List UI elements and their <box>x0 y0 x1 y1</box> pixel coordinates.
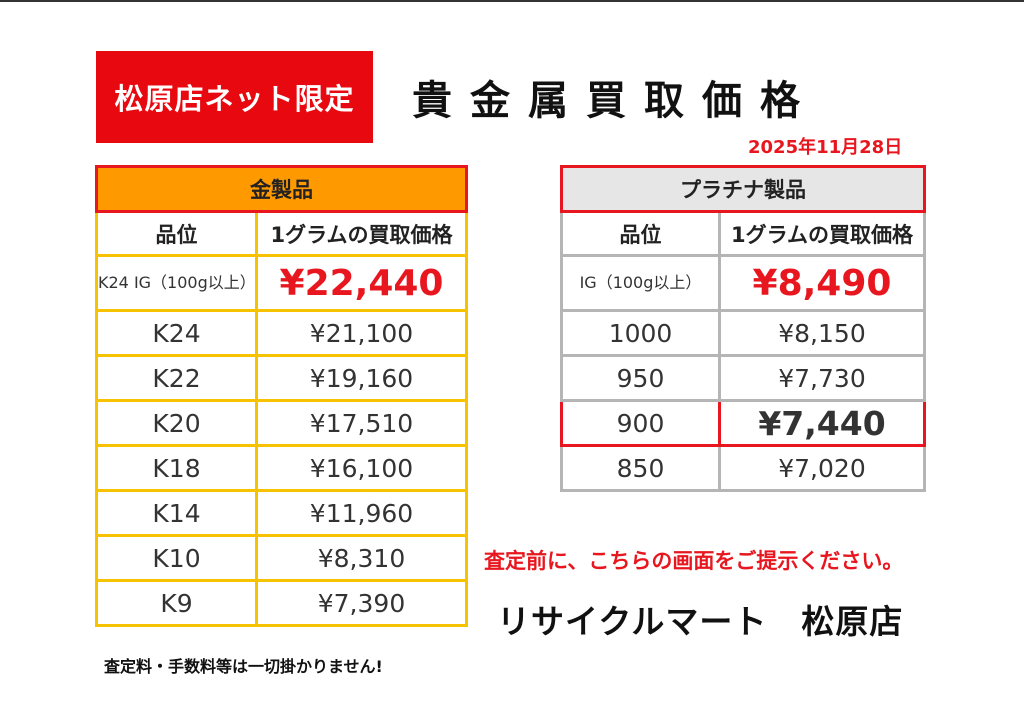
no-fee-note: 査定料・手数料等は一切掛かりません! <box>104 657 383 676</box>
store-name: リサイクルマート 松原店 <box>497 602 904 641</box>
gold-price: ¥11,960 <box>255 489 468 537</box>
gold-grade: K20 <box>95 399 258 447</box>
table-row: 900 ¥7,440 <box>560 399 926 447</box>
gold-price: ¥16,100 <box>255 444 468 492</box>
gold-grade: K18 <box>95 444 258 492</box>
platinum-grade: 950 <box>560 354 721 402</box>
gold-grade: K22 <box>95 354 258 402</box>
show-screen-notice: 査定前に、こちらの画面をご提示ください。 <box>484 549 904 573</box>
gold-col-price: 1グラムの買取価格 <box>255 210 468 257</box>
gold-table-header: 金製品 <box>95 165 468 213</box>
platinum-feature-grade: IG（100g以上） <box>560 254 721 312</box>
platinum-grade: 1000 <box>560 309 721 357</box>
gold-col-grade: 品位 <box>95 210 258 257</box>
table-row: 850 ¥7,020 <box>560 444 926 492</box>
gold-grade: K9 <box>95 579 258 627</box>
limited-offer-badge: 松原店ネット限定 <box>96 51 373 143</box>
platinum-col-price: 1グラムの買取価格 <box>718 210 926 257</box>
gold-price: ¥19,160 <box>255 354 468 402</box>
table-row: K14 ¥11,960 <box>95 489 468 537</box>
platinum-grade: 900 <box>560 399 721 447</box>
price-date: 2025年11月28日 <box>748 137 903 158</box>
gold-grade: K10 <box>95 534 258 582</box>
gold-price: ¥7,390 <box>255 579 468 627</box>
top-border-line <box>0 0 1024 2</box>
gold-feature-grade: K24 IG（100g以上） <box>95 254 258 312</box>
table-row: K22 ¥19,160 <box>95 354 468 402</box>
platinum-price-table: プラチナ製品 品位 1グラムの買取価格 IG（100g以上） ¥8,490 10… <box>560 165 926 492</box>
table-row: K10 ¥8,310 <box>95 534 468 582</box>
platinum-table-header: プラチナ製品 <box>560 165 926 213</box>
platinum-price: ¥7,440 <box>718 399 926 447</box>
gold-grade: K24 <box>95 309 258 357</box>
platinum-price: ¥8,150 <box>718 309 926 357</box>
platinum-price: ¥7,020 <box>718 444 926 492</box>
table-row: 950 ¥7,730 <box>560 354 926 402</box>
table-row: K9 ¥7,390 <box>95 579 468 627</box>
gold-price: ¥21,100 <box>255 309 468 357</box>
gold-grade: K14 <box>95 489 258 537</box>
table-row: 1000 ¥8,150 <box>560 309 926 357</box>
platinum-price: ¥7,730 <box>718 354 926 402</box>
platinum-grade: 850 <box>560 444 721 492</box>
page-title: 貴金属買取価格 <box>412 78 818 124</box>
gold-feature-price: ¥22,440 <box>255 254 468 312</box>
gold-price: ¥17,510 <box>255 399 468 447</box>
table-row: K18 ¥16,100 <box>95 444 468 492</box>
gold-price-table: 金製品 品位 1グラムの買取価格 K24 IG（100g以上） ¥22,440 … <box>95 165 468 627</box>
table-row: K24 ¥21,100 <box>95 309 468 357</box>
platinum-feature-price: ¥8,490 <box>718 254 926 312</box>
platinum-col-grade: 品位 <box>560 210 721 257</box>
table-row: K20 ¥17,510 <box>95 399 468 447</box>
gold-price: ¥8,310 <box>255 534 468 582</box>
